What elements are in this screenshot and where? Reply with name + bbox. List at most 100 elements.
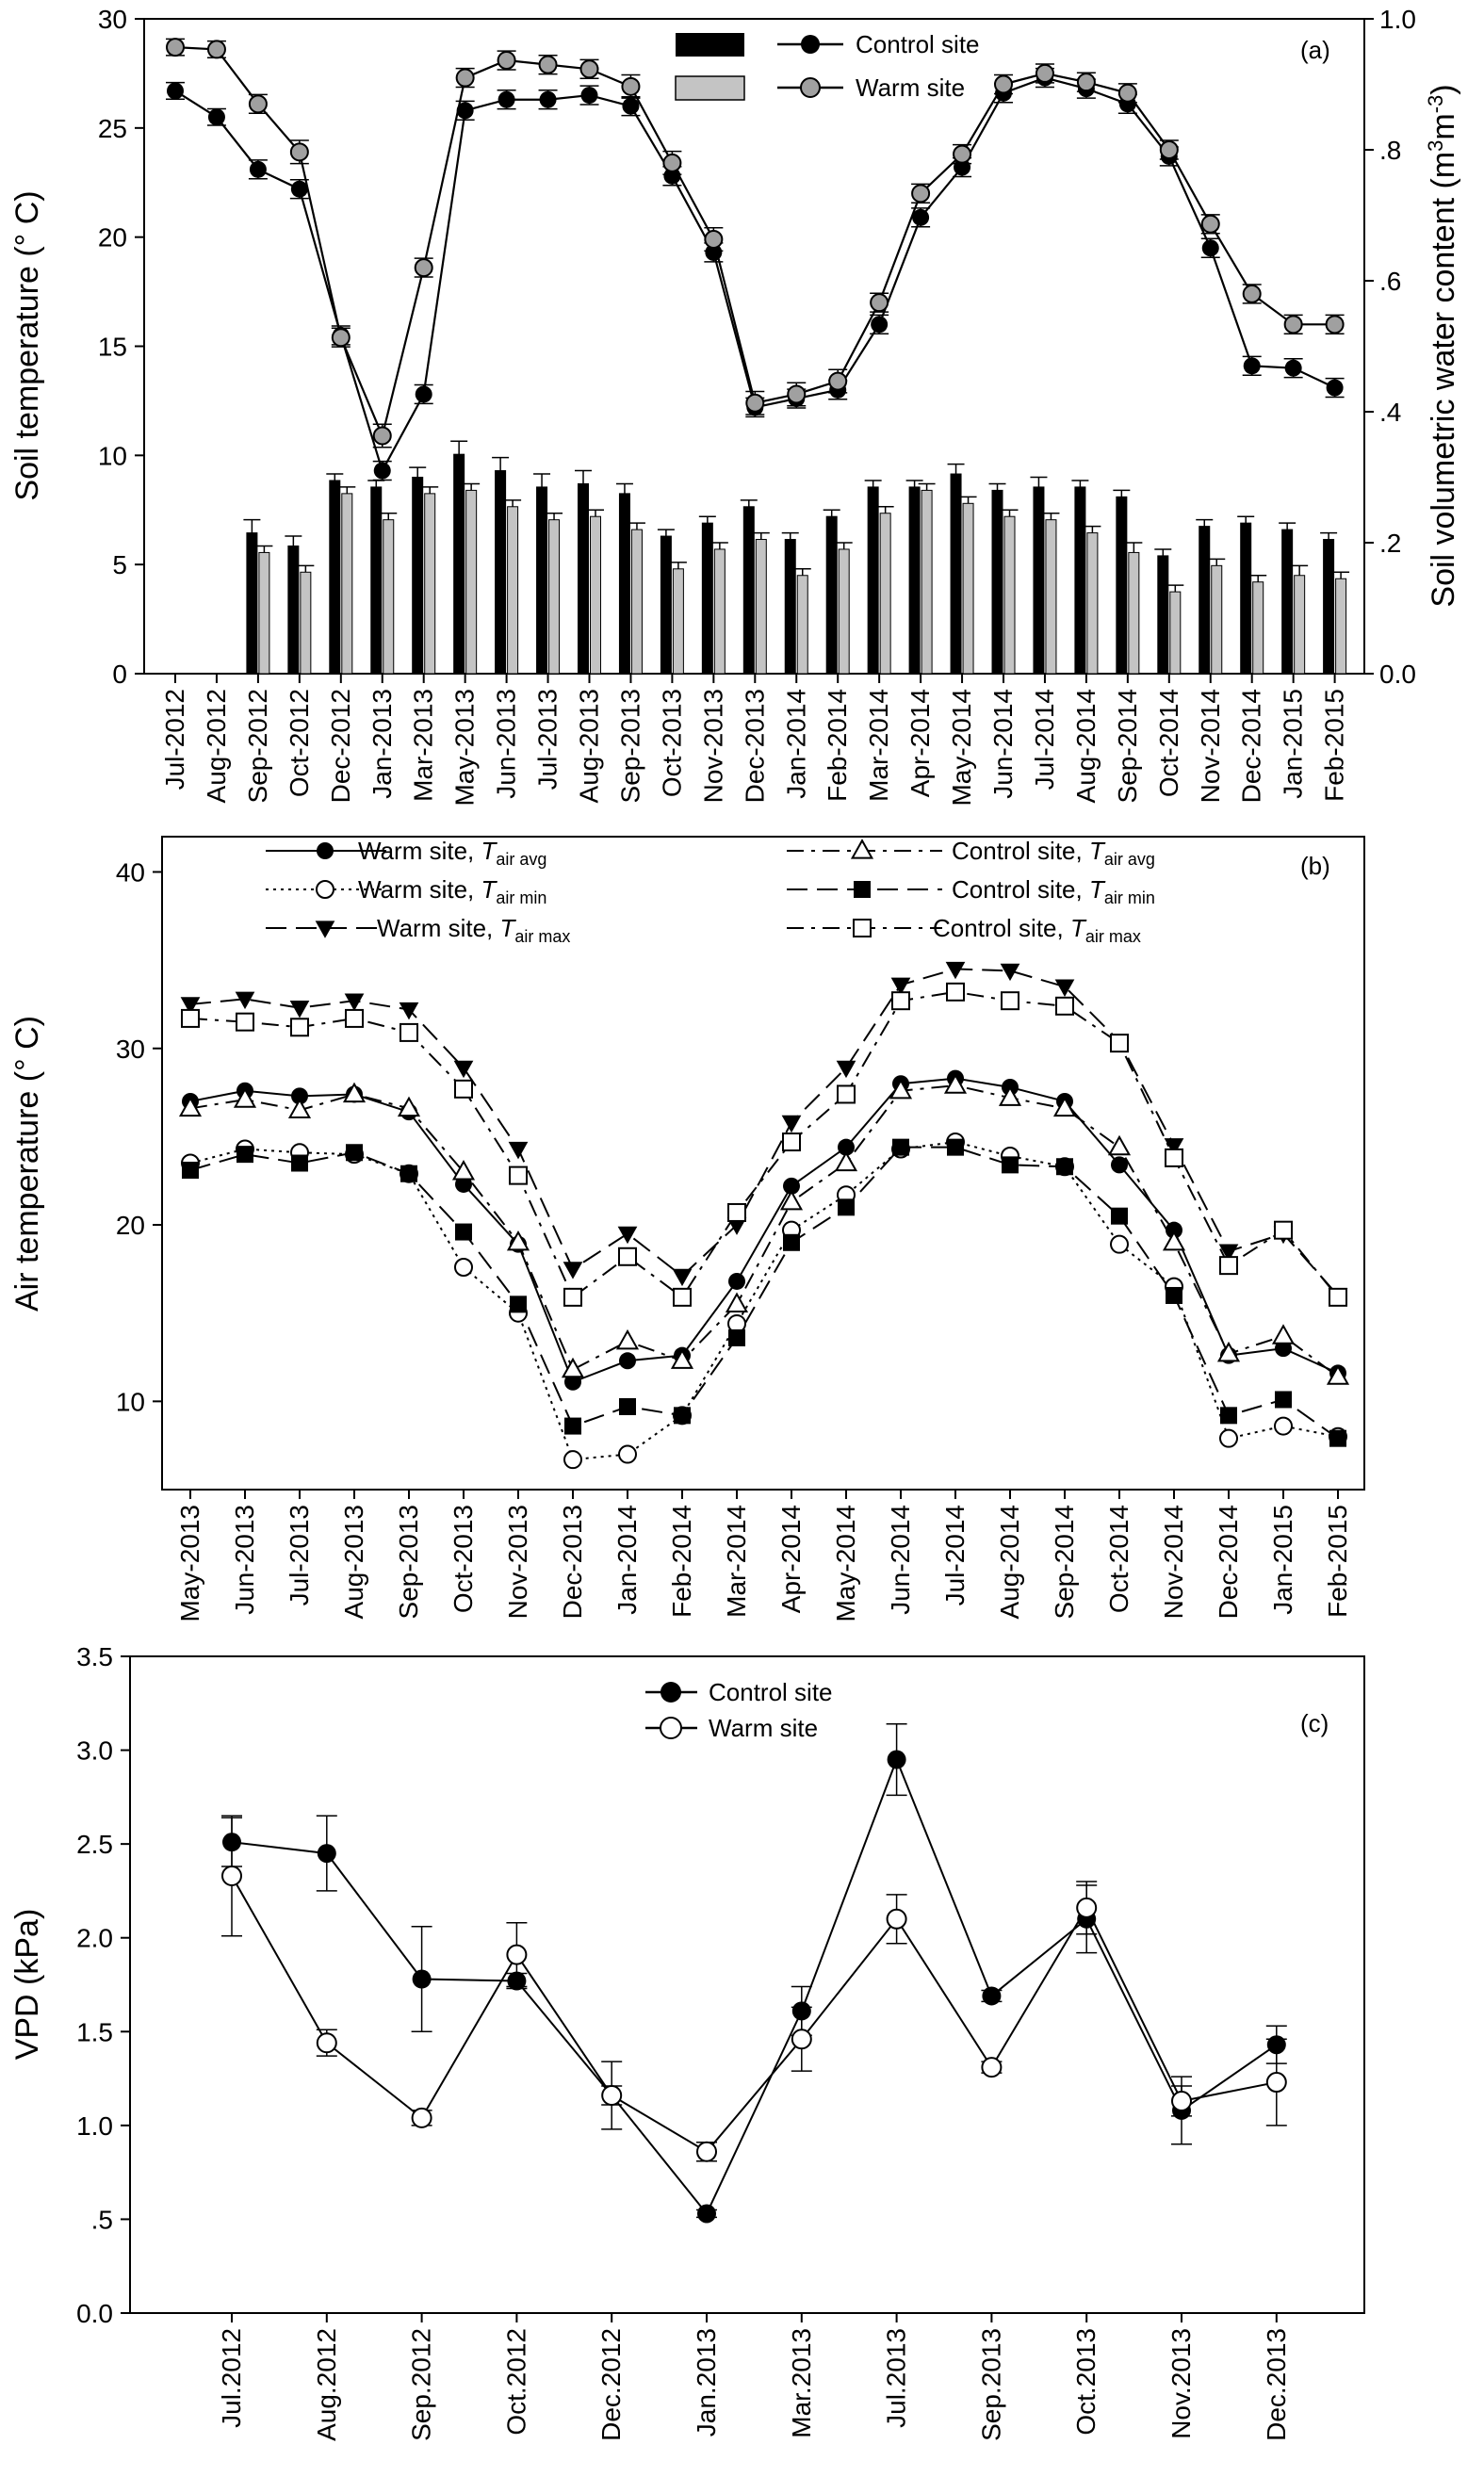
panel-a-point (1159, 140, 1179, 159)
panel-a-xtick-label: Jul-2014 (1030, 689, 1059, 790)
panel-a-y2tick-label: 0.0 (1379, 660, 1416, 689)
panel-a-bar (300, 571, 312, 675)
panel-b-xtick-label: Apr-2014 (776, 1505, 806, 1613)
panel-a-bar (660, 535, 672, 675)
panel-a-point (497, 51, 516, 71)
panel-b-point (1219, 1256, 1238, 1276)
panel-b-point (781, 1115, 802, 1133)
panel-a-bar (1323, 539, 1335, 675)
panel-a-y2tick-label: .4 (1379, 398, 1401, 427)
panel-b-point (1218, 1244, 1239, 1262)
panel-a-point (289, 142, 309, 162)
panel-b-point (670, 1348, 694, 1369)
panel-b-point (945, 961, 966, 980)
panel-b-legend-prefix: Control site, (933, 914, 1070, 942)
panel-c-point (791, 2029, 812, 2050)
panel-b-lines (178, 961, 1350, 1470)
panel-b-xtick-label: Dec-2013 (558, 1505, 587, 1619)
panel-a-point (373, 462, 391, 480)
panel-b-legend-prefix: Warm site, (358, 837, 481, 865)
y2-title-part-2: m (1426, 113, 1461, 139)
panel-b-point (454, 1258, 473, 1278)
panel-b-xtick-label: May-2013 (175, 1505, 204, 1622)
panel-c-point (1266, 2035, 1286, 2055)
panel-c-xtick-label: Jan.2013 (692, 2328, 721, 2436)
panel-a-point (331, 328, 351, 348)
panel-a-bar (1252, 581, 1264, 675)
panel-a-bar (838, 548, 850, 675)
panel-a-bar (495, 470, 507, 675)
panel-a-bar (991, 489, 1003, 675)
panel-c-point (1265, 2072, 1287, 2094)
panel-b-point (291, 1154, 308, 1172)
panel-b-xtick-label: Nov-2013 (503, 1505, 532, 1619)
panel-b-point (564, 1417, 581, 1435)
panel-b-point (563, 1450, 582, 1470)
panel-a-bar (867, 486, 879, 675)
panel-b-point (236, 1146, 253, 1164)
panel-a-point (539, 90, 557, 108)
panel-c-axes: 0.0 .5 1.0 1.5 2.0 2.5 3.0 3.5 Jul.2012 Aug.2012 S… (76, 1642, 1291, 2441)
panel-a-legend: Control site Warm site (675, 30, 980, 102)
panel-a-xtick-label: Aug-2012 (202, 689, 231, 803)
panel-a-xtick-label: Mar-2013 (409, 689, 438, 802)
panel-a-xtick-label: Aug-2014 (1071, 689, 1101, 803)
panel-a-xtick-label: Jan-2015 (1279, 689, 1308, 799)
panel-b-legend-sub: air min (1104, 888, 1155, 907)
panel-b-xtick-label: Mar-2014 (722, 1505, 751, 1618)
panel-a-bar (590, 515, 601, 675)
panel-b-point (947, 1138, 964, 1156)
panel-a-bar (1199, 526, 1211, 675)
panel-a-xtick-label: Sep-2012 (243, 689, 272, 803)
panel-b-point (1111, 1207, 1128, 1225)
panel-b-legend-sub: air max (514, 927, 570, 946)
panel-b-point (506, 1230, 530, 1251)
panel-b-point (890, 977, 911, 996)
panel-b-point (836, 1060, 856, 1079)
panel-a-point (1326, 379, 1344, 397)
panel-a-y2tick-label: .6 (1379, 267, 1401, 296)
panel-c-xtick-label: Oct.2013 (1071, 2328, 1101, 2436)
panel-b-legend-var: T (481, 875, 497, 904)
panel-b-point (1110, 1034, 1129, 1053)
panel-a-point (290, 180, 308, 198)
panel-b-point (1329, 1429, 1346, 1447)
panel-b-point (508, 1141, 529, 1160)
panel-a-xtick-label: Dec-2013 (740, 689, 769, 803)
panel-a-point (1242, 284, 1262, 303)
panel-a-ytick-label: 5 (112, 550, 127, 579)
panel-b-point (235, 991, 255, 1010)
panel-c-point (981, 2057, 1003, 2078)
panel-b-point (346, 1144, 363, 1162)
panel-b-point (728, 1272, 745, 1290)
panel-c-ytick-label: 0.0 (76, 2299, 113, 2328)
panel-c-vpd-chart: 0.0 .5 1.0 1.5 2.0 2.5 3.0 3.5 Jul.2012 Aug.2012 S… (9, 1642, 1365, 2441)
panel-c-point (506, 1944, 528, 1965)
panel-b-legend-var: T (481, 837, 497, 865)
panel-a-bar (713, 548, 726, 675)
panel-a-xtick-label: Nov-2013 (698, 689, 727, 803)
panel-a-point (621, 76, 641, 96)
panel-c-ytick-label: 3.5 (76, 1642, 113, 1671)
panel-b-point (1052, 1096, 1077, 1117)
panel-b-point (619, 1352, 636, 1370)
panel-b-point (617, 1226, 638, 1245)
panel-a-xtick-label: May-2013 (450, 689, 480, 807)
panel-b-legend-sub: air max (1085, 927, 1141, 946)
panel-a-bar (701, 522, 713, 675)
panel-b-point (454, 1079, 473, 1099)
panel-b-point (510, 1296, 527, 1313)
panel-b-point (728, 1328, 745, 1346)
panel-a-bar (578, 482, 589, 675)
panel-a-bar (1033, 486, 1045, 675)
panel-b-point (1054, 979, 1075, 998)
panel-b-point (287, 1098, 312, 1118)
panel-c-point (507, 1971, 527, 1991)
panel-b-point (782, 1133, 801, 1152)
panel-b-point (400, 1165, 417, 1182)
panel-a-bar (1294, 575, 1306, 675)
panel-a-point (455, 68, 475, 88)
panel-a-y2tick-label: .8 (1379, 136, 1401, 165)
panel-c-xtick-label: Oct.2012 (501, 2328, 530, 2436)
panel-b-legend-label: Control site, Tair min (952, 875, 1155, 907)
